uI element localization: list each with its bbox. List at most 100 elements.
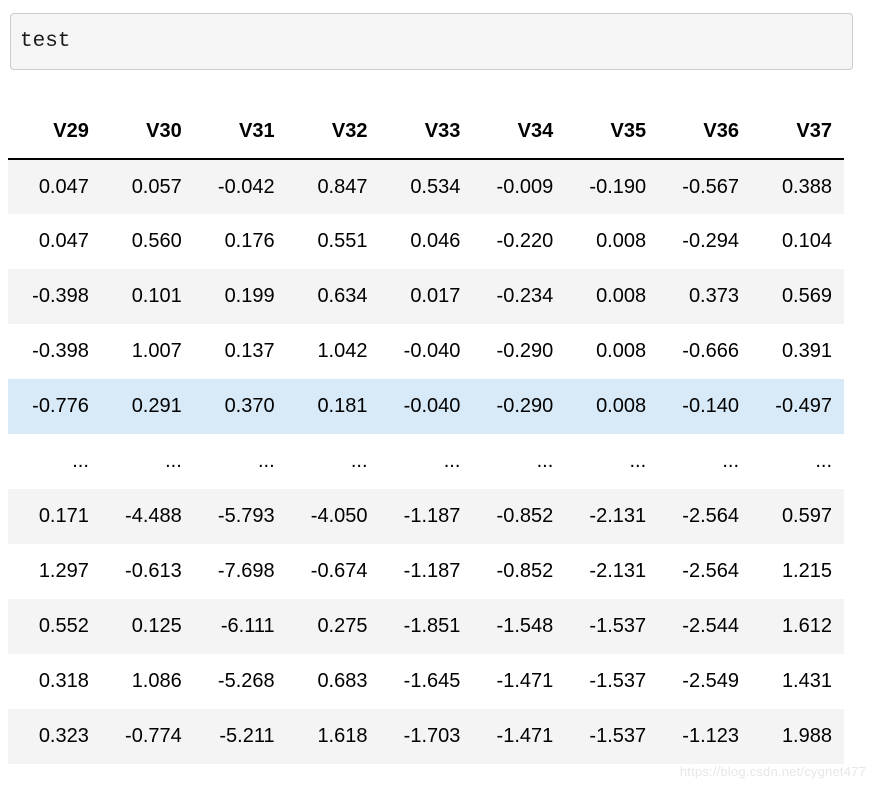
column-header: V35 [610,120,647,142]
table-cell: 0.552 [38,615,89,637]
table-cell: ... [536,450,554,472]
table-cell: -5.211 [219,725,275,747]
column-header: V37 [796,120,832,142]
table-cell: 0.597 [781,505,832,527]
table-row-highlighted[interactable]: -0.776 0.291 0.370 0.181 -0.040 -0.290 0.008 -0… [8,379,844,434]
table-cell: 0.634 [317,285,368,307]
table-row[interactable]: 0.318 1.086 -5.268 0.683 -1.645 -1.471 -1.537 -… [8,654,844,709]
column-header: V34 [517,120,554,142]
table-cell: -2.564 [682,560,739,582]
table-cell: ... [629,450,647,472]
column-header: V32 [331,120,368,142]
table-cell: 1.297 [38,560,89,582]
table-cell: 0.291 [131,395,182,417]
table-cell: -0.398 [32,285,89,307]
table-cell: 0.046 [410,230,461,252]
table-cell: 0.373 [688,285,739,307]
table-cell: 0.391 [781,340,832,362]
table-cell: -0.567 [682,175,739,198]
table-cell: -2.544 [682,615,739,637]
table-cell: -1.537 [589,725,647,747]
table-cell: -5.268 [217,670,275,692]
column-header: V36 [703,120,739,142]
table-cell: 0.318 [38,670,89,692]
table-cell: 0.008 [596,395,647,417]
table-cell: -2.564 [682,505,739,527]
table-cell: -1.123 [682,725,739,747]
table-cell: ... [443,450,461,472]
table-row-ellipsis[interactable]: ........................... [8,434,844,489]
table-cell: 0.388 [781,175,832,198]
table-cell: -1.471 [496,670,554,692]
table-row[interactable]: 0.323 -0.774 -5.211 1.618 -1.703 -1.471 -1.537… [8,709,844,764]
table-cell: 0.101 [131,285,182,307]
table-cell: 0.104 [781,230,832,252]
table-cell: 1.086 [131,670,182,692]
table-cell: -1.187 [403,505,461,527]
table-cell: -0.852 [496,505,554,527]
table-cell: -1.537 [589,670,647,692]
table-row[interactable]: 0.047 0.560 0.176 0.551 0.046 -0.220 0.008 -0.2… [8,214,844,269]
column-header: V30 [146,120,182,142]
table-cell: ... [350,450,368,472]
table-cell: -0.613 [125,560,182,582]
text-output-value: test [20,30,71,53]
table-cell: -1.645 [403,670,461,692]
table-row[interactable]: 0.047 0.057 -0.042 0.847 0.534 -0.009 -0.190 -0… [8,159,844,214]
table-cell: 0.569 [781,285,832,307]
table-cell: 0.057 [131,175,182,198]
table-cell: -0.190 [589,175,647,198]
table-cell: ... [165,450,182,472]
table-cell: 1.042 [317,340,368,362]
table-row[interactable]: -0.398 0.101 0.199 0.634 0.017 -0.234 0.008 0.3… [8,269,844,324]
watermark: https://blog.csdn.net/cygnet477 [679,764,866,779]
column-header: V29 [53,120,89,142]
table-cell: 0.047 [38,230,89,252]
table-cell: -0.042 [217,175,275,198]
table-cell: -1.187 [403,560,461,582]
table-row[interactable]: 0.552 0.125 -6.111 0.275 -1.851 -1.548 -1.537 -… [8,599,844,654]
table-cell: 1.431 [781,670,832,692]
text-output-box[interactable]: test [10,13,853,70]
table-cell: ... [815,450,832,472]
table-cell: ... [722,450,739,472]
table-cell: -7.698 [217,560,275,582]
table-cell: 1.215 [781,560,832,582]
table-cell: 0.683 [317,670,368,692]
column-header: V31 [239,120,275,142]
table-cell: 0.008 [596,230,647,252]
table-cell: 0.847 [317,175,368,198]
header-row: V29 V30 V31 V32 V33 V34 V35 V36 V37 [8,105,844,159]
table-cell: 0.551 [317,230,368,252]
table-cell: -0.220 [496,230,554,252]
table-cell: 0.047 [38,175,89,198]
table-cell: 0.181 [317,395,368,417]
table-cell: 0.008 [596,285,647,307]
table-cell: -1.851 [403,615,461,637]
table-cell: -2.131 [589,505,647,527]
table-cell: -0.290 [496,340,554,362]
table-cell: 0.176 [224,230,275,252]
table-cell: 0.125 [131,615,182,637]
table-row[interactable]: 1.297 -0.613 -7.698 -0.674 -1.187 -0.852 -2.13… [8,544,844,599]
table-cell: -0.774 [125,725,182,747]
table-cell: 0.560 [131,230,182,252]
dataframe-body: 0.047 0.057 -0.042 0.847 0.534 -0.009 -0.190 -0… [8,159,844,764]
table-cell: -0.776 [32,395,89,417]
table-cell: -1.703 [403,725,461,747]
table-cell: -0.674 [310,560,368,582]
table-cell: -6.111 [220,615,275,637]
table-row[interactable]: -0.398 1.007 0.137 1.042 -0.040 -0.290 0.008 -0… [8,324,844,379]
table-cell: -0.497 [775,395,832,417]
table-cell: 0.370 [224,395,275,417]
table-cell: -0.294 [682,230,739,252]
table-cell: 0.275 [317,615,368,637]
table-cell: -0.666 [682,340,739,362]
table-cell: -2.131 [589,560,647,582]
table-row[interactable]: 0.171 -4.488 -5.793 -4.050 -1.187 -0.852 -2.13… [8,489,844,544]
table-cell: 0.008 [596,340,647,362]
table-cell: -1.548 [496,615,554,637]
table-cell: 1.007 [131,340,182,362]
table-cell: -0.009 [496,175,554,198]
table-cell: 1.612 [781,615,832,637]
